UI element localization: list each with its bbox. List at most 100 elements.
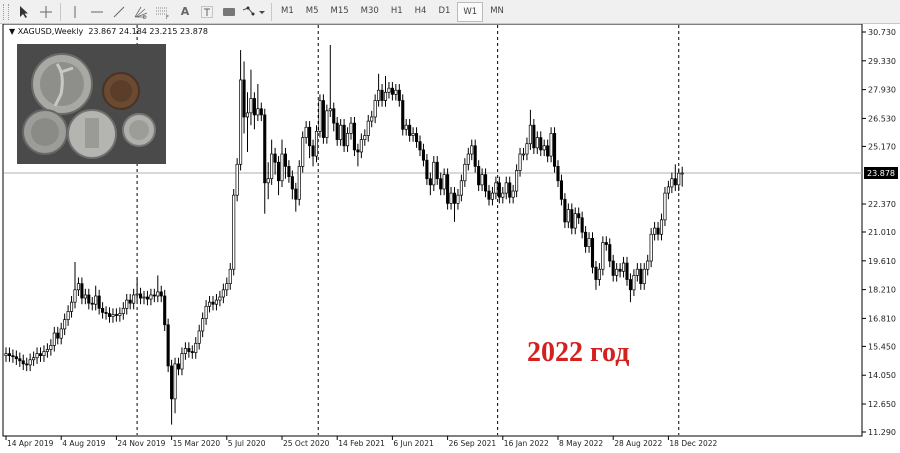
candle-body-down <box>25 363 29 366</box>
candle <box>187 342 191 358</box>
x-tick-label: 28 Aug 2022 <box>614 439 662 448</box>
candle-body-down <box>580 217 584 233</box>
candle-body-down <box>352 122 357 151</box>
candle-body-down <box>397 89 401 101</box>
candle-body-down <box>107 313 112 317</box>
timeframe-w1[interactable]: W1 <box>457 1 484 22</box>
candle <box>473 139 477 173</box>
horizontal-line-icon[interactable] <box>86 2 108 22</box>
candle <box>346 127 350 152</box>
cursor-icon[interactable] <box>13 2 35 22</box>
timeframe-h4[interactable]: H4 <box>414 5 427 16</box>
candle <box>666 180 670 200</box>
x-axis: 14 Apr 2019 4 Aug 2019 24 Nov 2019 15 Mar 2… <box>5 436 718 448</box>
candle <box>439 172 443 196</box>
shapes-dropdown-icon[interactable] <box>240 2 268 22</box>
timeframe-m5[interactable]: M5 <box>305 5 319 16</box>
candle <box>63 313 67 336</box>
fibonacci-fan-icon[interactable]: E <box>130 2 152 22</box>
candle-body-down <box>56 332 60 339</box>
candle-body-down <box>283 153 288 167</box>
candle <box>352 116 357 157</box>
candle <box>604 236 608 251</box>
candle-body-up <box>442 174 446 190</box>
rectangle-icon[interactable] <box>218 2 240 22</box>
timeframe-m1[interactable]: M1 <box>281 5 294 16</box>
candle <box>628 273 633 303</box>
candle-body-down <box>608 244 612 262</box>
candle-body-down <box>104 312 108 314</box>
candle <box>408 119 412 142</box>
candle <box>559 174 564 206</box>
candle-body-up <box>680 172 684 175</box>
candle <box>118 307 122 322</box>
candle-body-down <box>11 355 15 358</box>
collapse-arrow-icon[interactable]: ▼ <box>9 27 18 36</box>
candle <box>7 347 12 362</box>
candle <box>194 337 198 359</box>
candle <box>28 353 32 372</box>
vertical-line-icon[interactable] <box>64 2 86 22</box>
candle-body-up <box>142 296 146 299</box>
trendline-icon[interactable] <box>108 2 130 22</box>
timeframe-mn[interactable]: MN <box>490 5 504 16</box>
candle-body-down <box>101 307 105 313</box>
candle <box>14 350 18 365</box>
candle <box>487 184 491 206</box>
y-tick-label: 25.170 <box>868 142 896 151</box>
candle <box>470 139 474 161</box>
candle <box>25 357 29 372</box>
toolbar-grip[interactable] <box>3 3 9 20</box>
candle <box>566 203 570 229</box>
candle <box>456 188 460 210</box>
candle-body-up <box>670 178 674 188</box>
candle-body-down <box>421 149 426 161</box>
candle-body-up <box>470 145 474 155</box>
toolbar: E F A M1 M5 M15 M30 H1 H4 D1 W1 MN <box>0 0 900 24</box>
candle-body-down <box>428 178 432 186</box>
candle-body-up <box>214 299 219 305</box>
candle-body-down <box>139 293 143 299</box>
candle <box>170 359 174 425</box>
timeframe-m15[interactable]: M15 <box>330 5 349 16</box>
candle <box>270 139 274 185</box>
candle-body-up <box>266 178 270 184</box>
candle-body-up <box>494 182 498 194</box>
candle <box>211 295 215 311</box>
candle-body-up <box>235 163 239 196</box>
candles <box>4 44 684 425</box>
candle-body-up <box>521 153 526 156</box>
candle-body-down <box>639 268 643 284</box>
candle-body-down <box>321 100 325 138</box>
timeframe-d1[interactable]: D1 <box>438 5 451 16</box>
candle-body-up <box>677 172 681 186</box>
text-icon[interactable]: A <box>174 2 196 22</box>
candle-body-down <box>308 126 312 147</box>
candle <box>339 119 343 146</box>
candle-body-up <box>132 294 136 304</box>
candle <box>318 94 322 138</box>
text-label-icon[interactable] <box>196 2 218 22</box>
candle-body-down <box>532 124 536 149</box>
candle <box>387 82 391 99</box>
candle-body-down <box>287 166 291 178</box>
candle <box>459 174 463 202</box>
candle <box>335 116 339 146</box>
candle-body-up <box>404 124 408 130</box>
candle-body-down <box>242 79 246 118</box>
candle <box>121 302 125 320</box>
candle-body-down <box>508 182 512 198</box>
timeframe-m30[interactable]: M30 <box>360 5 379 16</box>
candle-body-down <box>87 294 91 304</box>
fibonacci-retracement-icon[interactable]: F <box>152 2 174 22</box>
candle <box>107 307 112 323</box>
candle <box>494 176 498 200</box>
candle-body-up <box>69 301 74 312</box>
crosshair-icon[interactable] <box>35 2 57 22</box>
low-value: 23.215 <box>149 27 178 36</box>
timeframe-h1[interactable]: H1 <box>390 5 403 16</box>
candle <box>314 125 319 163</box>
candle-body-up <box>135 293 139 296</box>
candle-body-down <box>477 166 481 186</box>
candle-body-down <box>418 141 422 151</box>
